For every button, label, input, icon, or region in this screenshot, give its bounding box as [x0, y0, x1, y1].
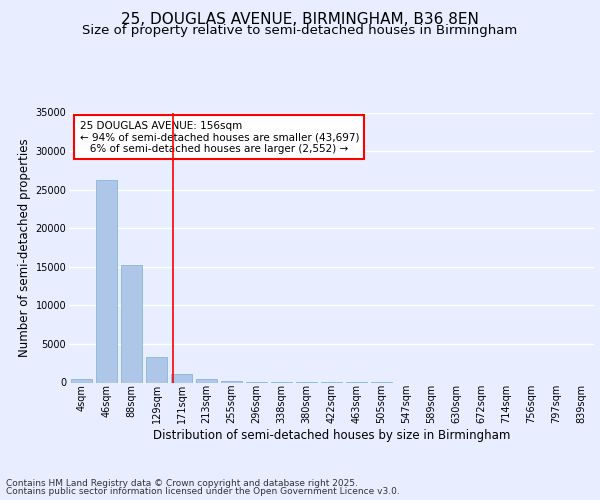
Bar: [221, 381, 242, 382]
Bar: [171, 374, 192, 382]
Bar: [71, 380, 92, 382]
Text: Size of property relative to semi-detached houses in Birmingham: Size of property relative to semi-detach…: [82, 24, 518, 37]
Bar: [121, 265, 142, 382]
Bar: [196, 378, 217, 382]
Bar: [146, 357, 167, 382]
Y-axis label: Number of semi-detached properties: Number of semi-detached properties: [18, 138, 31, 357]
Text: Contains HM Land Registry data © Crown copyright and database right 2025.: Contains HM Land Registry data © Crown c…: [6, 478, 358, 488]
Text: 25 DOUGLAS AVENUE: 156sqm
← 94% of semi-detached houses are smaller (43,697)
   : 25 DOUGLAS AVENUE: 156sqm ← 94% of semi-…: [79, 120, 359, 154]
X-axis label: Distribution of semi-detached houses by size in Birmingham: Distribution of semi-detached houses by …: [153, 429, 510, 442]
Text: 25, DOUGLAS AVENUE, BIRMINGHAM, B36 8EN: 25, DOUGLAS AVENUE, BIRMINGHAM, B36 8EN: [121, 12, 479, 28]
Text: Contains public sector information licensed under the Open Government Licence v3: Contains public sector information licen…: [6, 487, 400, 496]
Bar: [96, 180, 117, 382]
